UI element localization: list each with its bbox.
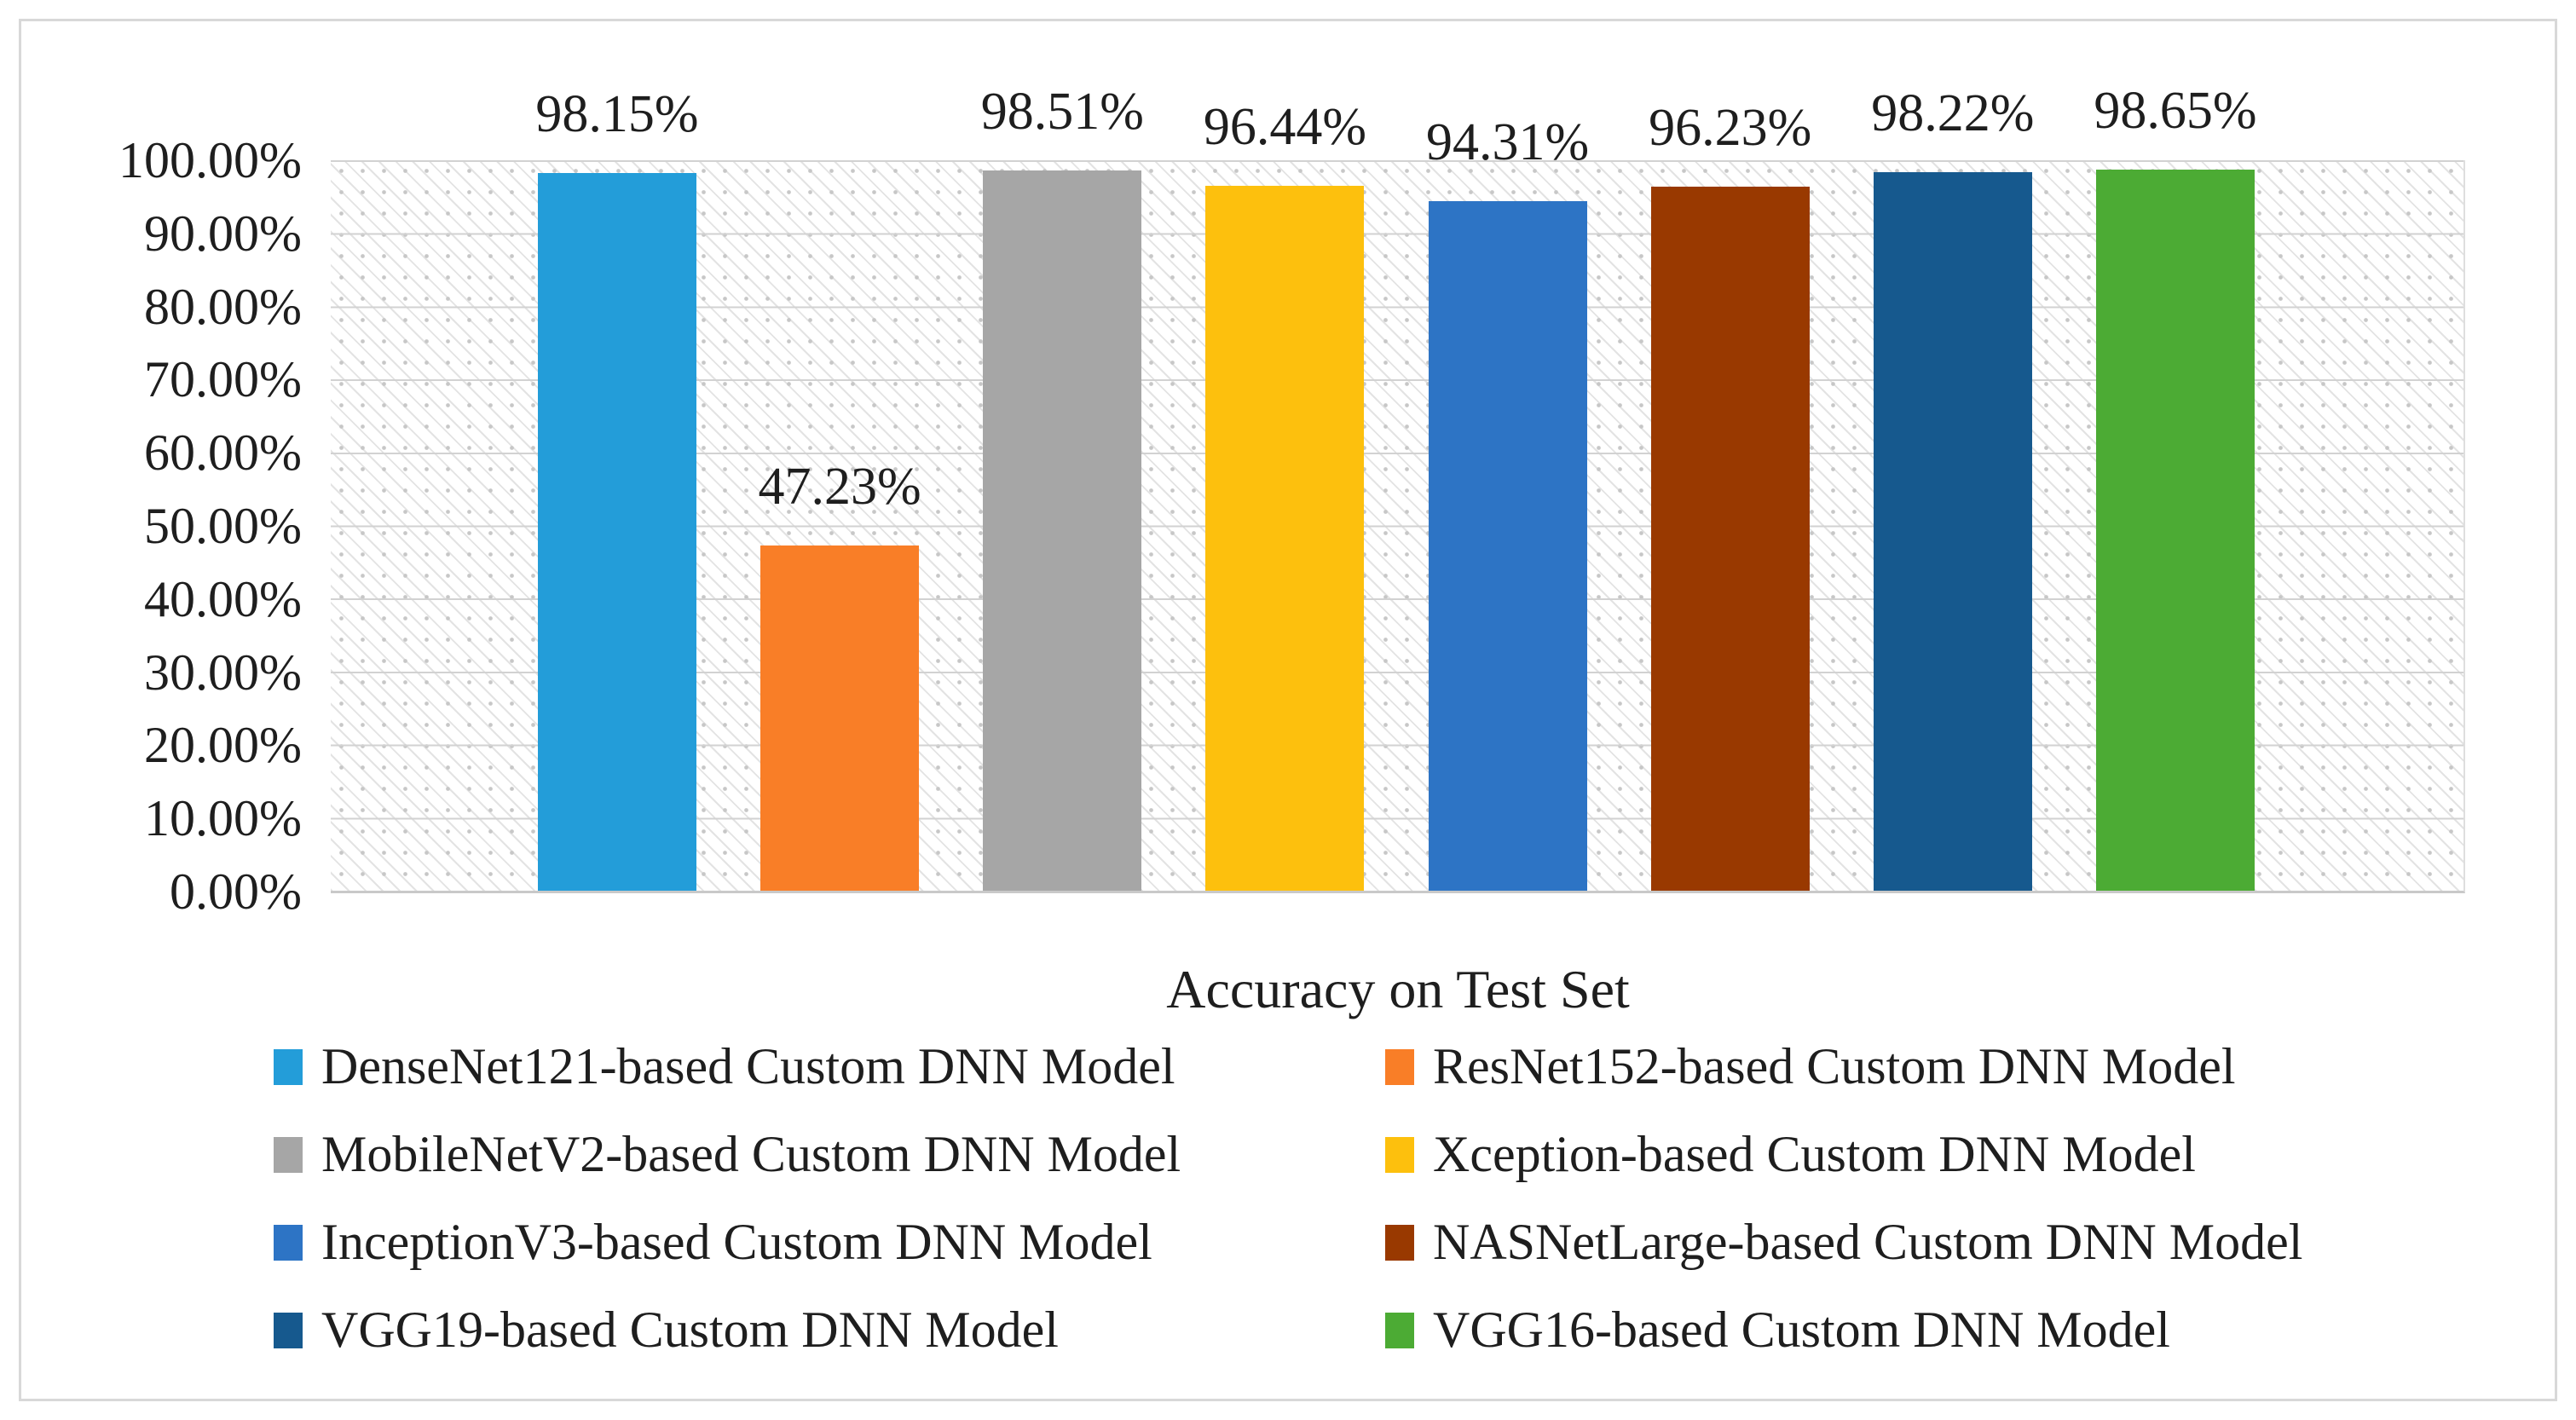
bar-2: 47.23%: [759, 460, 921, 891]
y-tick-label: 90.00%: [144, 205, 302, 262]
legend-swatch: [274, 1224, 303, 1261]
y-tick-label: 60.00%: [144, 424, 302, 482]
legend-swatch: [1385, 1048, 1414, 1085]
legend-swatch: [274, 1048, 303, 1085]
legend-swatch: [1385, 1136, 1414, 1173]
y-tick-label: 10.00%: [144, 790, 302, 847]
x-axis-title: Accuracy on Test Set: [1166, 959, 1630, 1019]
legend-swatch: [1385, 1312, 1414, 1348]
y-tick-label: 0.00%: [170, 863, 302, 920]
bar-value-label: 47.23%: [758, 457, 921, 516]
legend-item: VGG16-based Custom DNN Model: [1385, 1301, 2302, 1359]
bar-6: 96.23%: [1649, 101, 1811, 891]
bar-value-label: 98.22%: [1871, 84, 2035, 143]
bar-value-label: 96.23%: [1649, 99, 1812, 158]
legend-item: MobileNetV2-based Custom DNN Model: [274, 1125, 1385, 1184]
y-tick-label: 40.00%: [144, 570, 302, 627]
legend: DenseNet121-based Custom DNN Model ResNet…: [274, 1023, 2302, 1374]
y-tick-label: 30.00%: [144, 644, 302, 701]
y-tick-label: 50.00%: [144, 498, 302, 554]
y-tick-label: 100.00%: [118, 132, 302, 188]
legend-label: InceptionV3-based Custom DNN Model: [321, 1214, 1152, 1270]
bar-value-label: 98.51%: [980, 82, 1144, 141]
legend-swatch: [1385, 1224, 1414, 1261]
legend-label: NASNetLarge-based Custom DNN Model: [1433, 1214, 2303, 1270]
legend-item: VGG19-based Custom DNN Model: [274, 1301, 1385, 1359]
bar-4: 96.44%: [1204, 101, 1366, 891]
bar-8: 98.65%: [2094, 84, 2257, 891]
legend-item: NASNetLarge-based Custom DNN Model: [1385, 1213, 2302, 1272]
bar-value-label: 94.31%: [1425, 113, 1590, 171]
bar-3: 98.51%: [981, 85, 1144, 891]
y-tick-label: 70.00%: [144, 351, 302, 408]
bar-7: 98.22%: [1871, 87, 2034, 891]
bar-5: 94.31%: [1426, 116, 1589, 891]
legend-label: VGG19-based Custom DNN Model: [321, 1302, 1059, 1358]
bar-value-label: 96.44%: [1203, 97, 1366, 156]
plot-area: 98.15% 47.23% 98.51% 96.44% 94.31% 96.23% 98.2…: [331, 84, 2465, 893]
y-tick-label: 80.00%: [144, 278, 302, 335]
bar-1: 98.15%: [535, 88, 699, 891]
y-tick-label: 20.00%: [144, 717, 302, 774]
y-axis: 100.00% 90.00% 80.00% 70.00% 60.00% 50.00% 40.…: [0, 0, 302, 1420]
legend-item: InceptionV3-based Custom DNN Model: [274, 1213, 1385, 1272]
legend-item: ResNet152-based Custom DNN Model: [1385, 1037, 2302, 1096]
legend-swatch: [274, 1312, 303, 1348]
legend-swatch: [274, 1136, 303, 1173]
legend-label: ResNet152-based Custom DNN Model: [1433, 1038, 2236, 1094]
legend-label: VGG16-based Custom DNN Model: [1433, 1302, 2170, 1358]
legend-label: DenseNet121-based Custom DNN Model: [321, 1038, 1175, 1094]
bar-value-label: 98.15%: [535, 84, 699, 143]
legend-label: Xception-based Custom DNN Model: [1433, 1126, 2196, 1182]
legend-item: DenseNet121-based Custom DNN Model: [274, 1037, 1385, 1096]
bar-value-label: 98.65%: [2094, 81, 2257, 140]
legend-item: Xception-based Custom DNN Model: [1385, 1125, 2302, 1184]
legend-label: MobileNetV2-based Custom DNN Model: [321, 1126, 1181, 1182]
